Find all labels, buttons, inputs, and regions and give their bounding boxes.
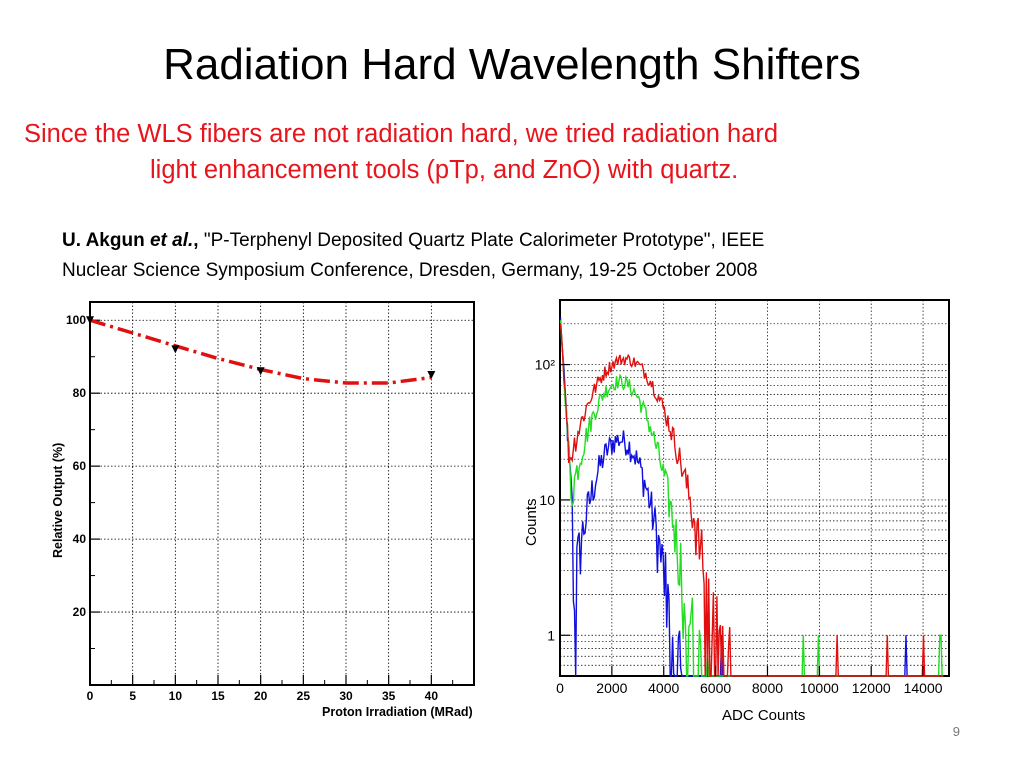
x-tick-label: 0 xyxy=(556,680,564,696)
x-tick-label: 8000 xyxy=(752,680,783,696)
x-tick-label: 25 xyxy=(297,689,311,703)
reference-sep: , xyxy=(193,230,199,251)
y-tick-label: 80 xyxy=(73,386,87,400)
y-tick-label: 60 xyxy=(73,459,87,473)
data-point-marker xyxy=(86,316,94,325)
x-tick-label: 10000 xyxy=(800,680,839,696)
red-series-line xyxy=(559,323,944,677)
x-tick-label: 15 xyxy=(211,689,225,703)
x-tick-label: 40 xyxy=(425,689,439,703)
relative-output-chart: 0 5 10 15 20 25 30 35 40 20 40 60 80 100 Relative Out… xyxy=(51,301,475,719)
subtitle-line-2: light enhancement tools (pTp, and ZnO) w… xyxy=(150,156,739,184)
x-tick-label: 4000 xyxy=(648,680,679,696)
x-tick-label: 5 xyxy=(129,689,136,703)
data-point-marker xyxy=(171,345,180,354)
y-tick-label: 10² xyxy=(535,357,556,373)
plot-frame xyxy=(559,299,950,677)
subtitle-line-1: Since the WLS fibers are not radiation h… xyxy=(24,120,779,148)
x-tick-label: 20 xyxy=(254,689,268,703)
reference-citation: U. Akgun et al., "P-Terphenyl Deposited … xyxy=(62,226,982,286)
reference-etal: et al. xyxy=(149,230,194,251)
y-tick-label: 10 xyxy=(539,492,555,508)
x-tick-label: 30 xyxy=(339,689,353,703)
x-tick-label: 0 xyxy=(87,689,94,703)
x-tick-label: 14000 xyxy=(904,680,943,696)
x-tick-label: 12000 xyxy=(852,680,891,696)
reference-author: U. Akgun xyxy=(62,230,145,251)
x-tick-label: 2000 xyxy=(596,680,627,696)
reference-venue: Nuclear Science Symposium Conference, Dr… xyxy=(62,260,758,281)
y-tick-label: 40 xyxy=(73,532,87,546)
page-number: 9 xyxy=(952,724,960,739)
adc-spectrum-chart: 0 2000 4000 6000 8000 10000 12000 14000 1 10 10² C… xyxy=(523,299,950,724)
x-tick-label: 6000 xyxy=(700,680,731,696)
slide-title: Radiation Hard Wavelength Shifters xyxy=(163,40,861,89)
reference-title: "P-Terphenyl Deposited Quartz Plate Calo… xyxy=(198,230,765,251)
y-axis-label: Counts xyxy=(523,498,540,546)
y-tick-label: 20 xyxy=(73,605,87,619)
x-axis-label: Proton Irradiation (MRad) xyxy=(322,705,473,719)
y-tick-label: 1 xyxy=(547,627,555,643)
x-tick-label: 35 xyxy=(382,689,396,703)
plot-frame xyxy=(89,301,475,686)
slide-subtitle: Since the WLS fibers are not radiation h… xyxy=(24,116,984,188)
data-point-marker xyxy=(256,367,265,376)
y-axis-label: Relative Output (%) xyxy=(51,443,65,558)
x-axis-label: ADC Counts xyxy=(722,707,805,724)
data-point-marker xyxy=(427,370,436,379)
x-tick-label: 10 xyxy=(169,689,183,703)
y-tick-label: 100 xyxy=(66,313,86,327)
